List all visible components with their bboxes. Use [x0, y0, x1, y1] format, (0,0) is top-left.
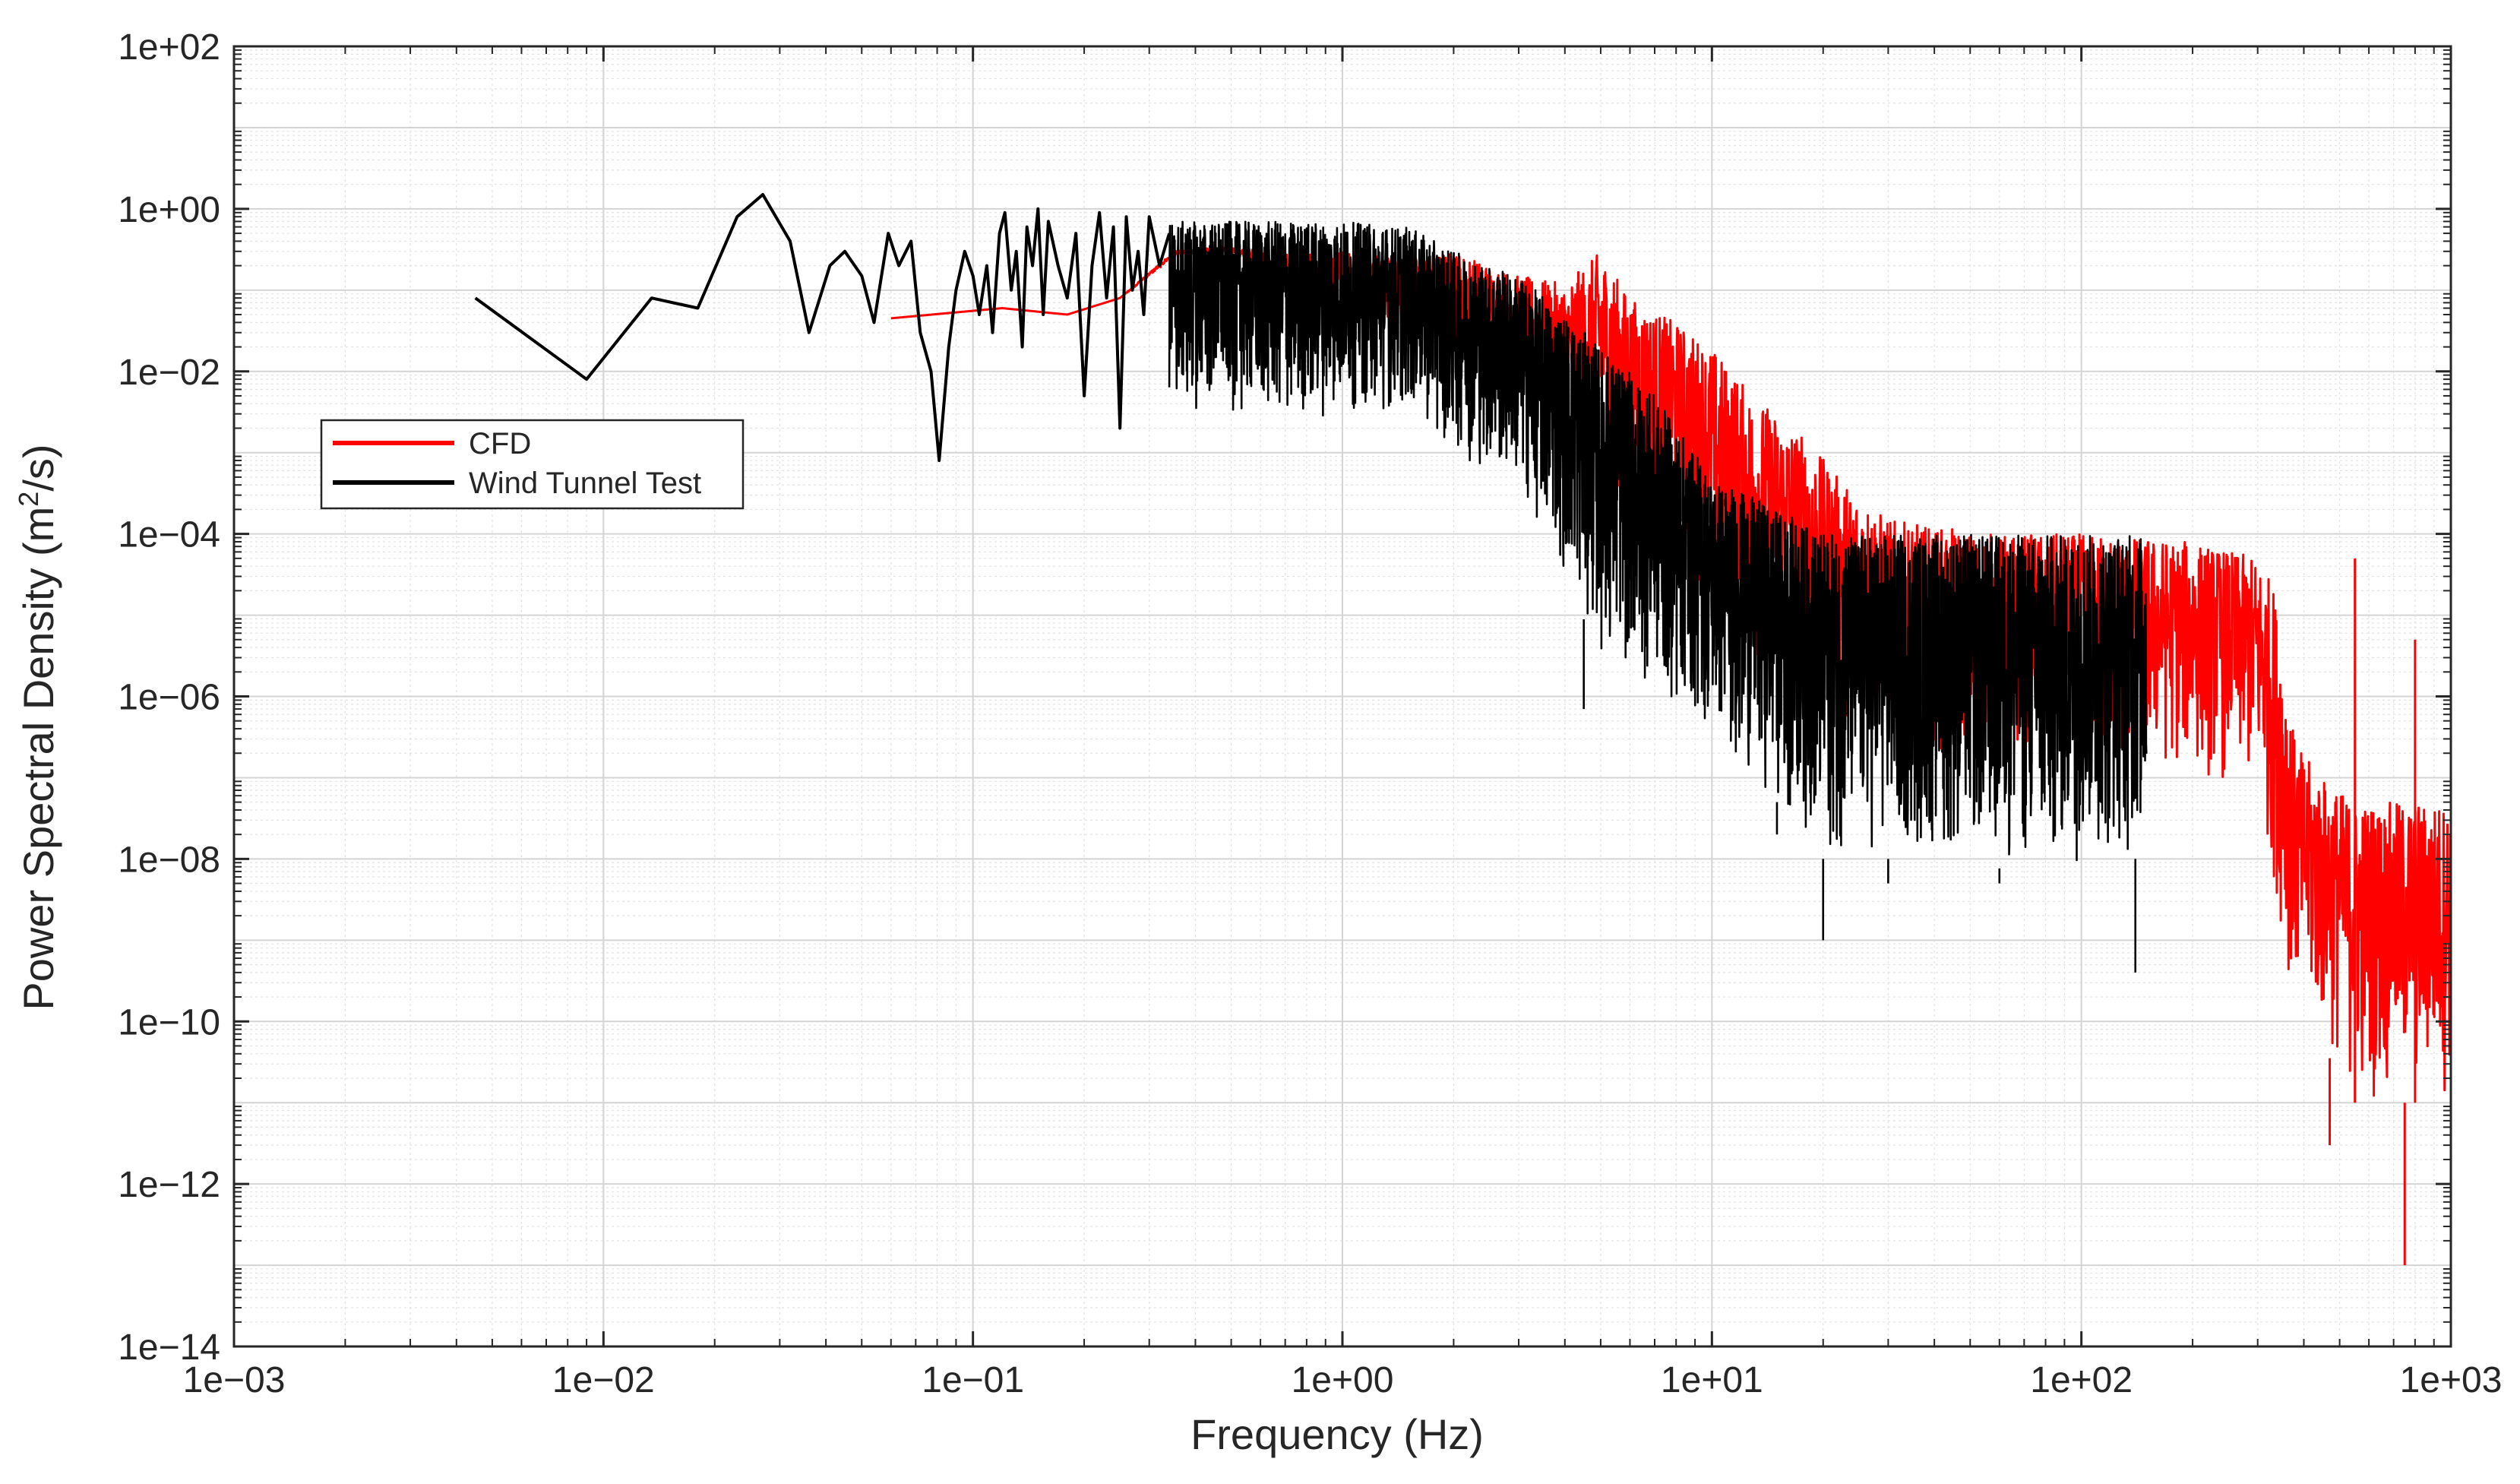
- y-axis-label: Power Spectral Density (m2/s): [13, 444, 62, 1010]
- x-tick-label: 1e−02: [552, 1360, 655, 1400]
- y-tick-label: 1e−08: [118, 840, 220, 880]
- x-tick-label: 1e+00: [1292, 1360, 1394, 1400]
- wind-tunnel-series-line: [1168, 220, 2148, 862]
- y-axis-label-superscript: 2: [13, 492, 44, 507]
- y-tick-label: 1e−04: [118, 515, 220, 555]
- tick-marks: [232, 45, 2452, 1348]
- x-tick-label: 1e+01: [1661, 1360, 1763, 1400]
- y-axis-label-prefix: Power Spectral Density (m: [14, 507, 62, 1011]
- y-tick-label: 1e−06: [118, 678, 220, 718]
- y-tick-label: 1e+02: [118, 27, 220, 68]
- wind-tunnel-low-freq-line: [474, 193, 1171, 463]
- x-tick-labels: 1e−03 1e−02 1e−01 1e+00 1e+01 1e+02 1e+03: [183, 1360, 2503, 1400]
- y-tick-label: 1e−14: [118, 1327, 220, 1368]
- y-tick-label: 1e−12: [118, 1165, 220, 1205]
- legend-box: [320, 419, 745, 510]
- x-axis-label: Frequency (Hz): [1190, 1410, 1484, 1458]
- legend-cfd-label: CFD: [469, 427, 531, 460]
- y-tick-label: 1e−10: [118, 1002, 220, 1043]
- y-axis-label-suffix: /s): [14, 444, 62, 491]
- y-tick-labels: 1e+02 1e+00 1e−02 1e−04 1e−06 1e−08 1e−10 1e−12…: [118, 27, 220, 1368]
- cfd-series-line: [890, 245, 2452, 1097]
- legend: CFD Wind Tunnel Test: [320, 419, 745, 510]
- x-tick-label: 1e−01: [922, 1360, 1024, 1400]
- x-tick-label: 1e+03: [2400, 1360, 2503, 1400]
- x-tick-label: 1e−03: [183, 1360, 286, 1400]
- y-tick-label: 1e−02: [118, 353, 220, 393]
- y-tick-label: 1e+00: [118, 190, 220, 230]
- x-tick-label: 1e+02: [2030, 1360, 2133, 1400]
- legend-wind-tunnel-label: Wind Tunnel Test: [469, 467, 701, 500]
